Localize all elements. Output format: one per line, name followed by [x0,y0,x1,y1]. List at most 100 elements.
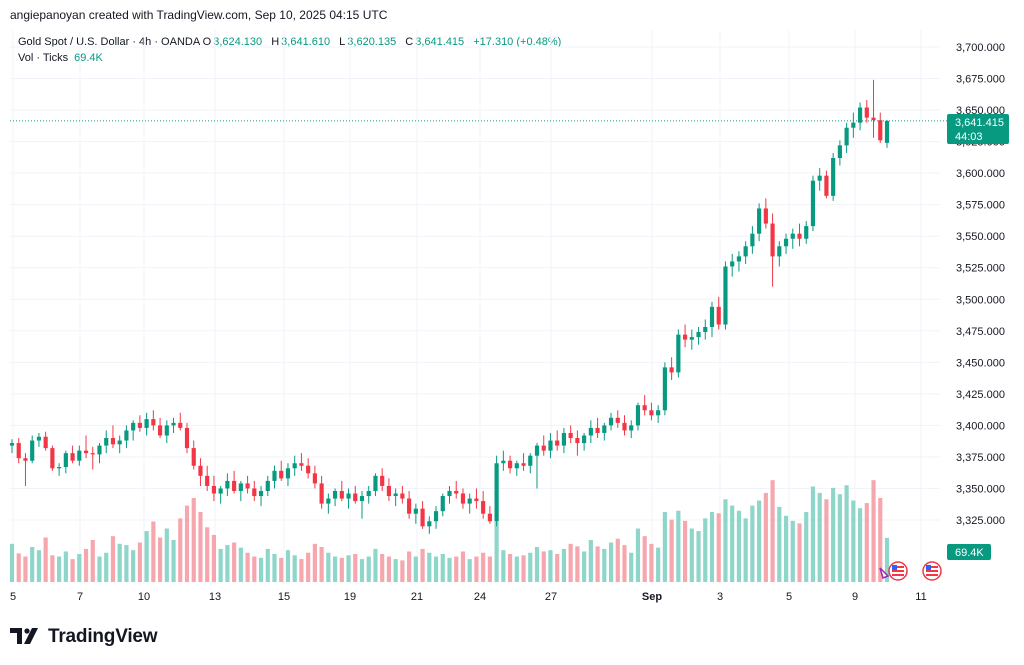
volume-bar [474,556,479,582]
candle-body [380,475,385,486]
candle-body [595,427,600,433]
high-value: 3,641.610 [281,36,331,48]
candle-body [83,450,89,454]
candle-body [844,127,849,146]
volume-bar [770,480,775,582]
candle-body [393,493,398,497]
volume-bar [312,543,317,582]
volume-bar [359,559,365,582]
candle-body [265,480,270,491]
volume-bar [521,555,526,582]
candle-body [521,463,526,466]
candle-body [30,440,35,461]
change-value: +17.310 (+0.48%) [473,36,562,48]
chart-grid [10,30,940,585]
candle-body [50,448,55,469]
volume-bar [676,510,681,582]
volume-bar [669,519,674,582]
volume-bar [205,527,210,582]
volume-bar [783,515,789,582]
price-tick-label: 3,525.000 [956,263,1005,275]
candle-body [602,425,607,433]
volume-bar [716,513,721,582]
time-tick-label: 21 [411,591,423,603]
volume-bar [292,555,297,582]
last-price-badge-bg [947,114,1009,144]
volume-bar [817,492,822,582]
volume-bar [353,554,358,582]
candle-body [43,436,48,449]
volume-bar [797,523,802,582]
candle-body [272,470,277,481]
volume-bar [878,498,883,582]
candle-body [669,367,674,373]
price-tick-label: 3,400.000 [956,420,1005,432]
volume-bar [157,537,163,582]
candle-body [831,157,836,196]
price-tick-label: 3,450.000 [956,357,1005,369]
pin-marker-icon[interactable] [879,567,890,580]
price-tick-label: 3,325.000 [956,515,1005,527]
volume-bar [602,548,607,582]
volume-bar [884,537,890,582]
candle-body [736,256,742,262]
tradingview-brand[interactable]: TradingView [10,626,158,648]
candle-body [346,493,351,499]
volume-badge-bg [947,544,991,560]
candle-body [332,490,338,499]
candle-body [312,473,317,484]
candle-body [319,483,324,504]
volume-bar [63,551,68,582]
candle-body [608,417,614,426]
volume-bar [824,499,829,582]
volume-bar [548,550,553,582]
price-tick-label: 3,500.000 [956,294,1005,306]
candle-body [238,483,243,491]
candle-body [279,470,284,479]
volume-bar [400,560,405,582]
price-chart[interactable]: 3,325.000 3,350.000 3,375.000 3,400.000 3,42… [0,0,1024,610]
volume-bar [36,550,42,582]
candle-body [433,511,439,522]
us-flag-event-icon[interactable] [922,561,942,581]
volume-bar [131,550,136,582]
candle-body [770,223,775,257]
candle-body [716,306,721,325]
volume-bar [460,551,466,582]
volume-bar [608,542,614,582]
candle-body [501,460,506,464]
volume-bar [50,555,55,582]
candle-body [211,485,217,494]
candle-body [292,463,297,469]
candle-body [366,490,371,497]
volume-bar [831,487,836,582]
legend-volume-row: Vol · Ticks 69.4K [18,50,561,66]
candle-body [232,480,237,491]
symbol-name[interactable]: Gold Spot / U.S. Dollar · 4h · OANDA [18,36,200,48]
volume-label[interactable]: Vol · Ticks [18,52,69,64]
volume-bar [662,512,667,582]
volume-bar [575,546,580,582]
volume-bar [534,547,540,582]
candle-body [36,436,42,441]
candle-body [90,453,95,455]
candle-body [353,493,358,502]
low-value: 3,620.135 [347,36,397,48]
us-flag-event-icon[interactable] [888,561,908,581]
volume-bar [164,528,169,582]
candle-body [582,435,587,444]
candle-body [245,483,250,489]
time-tick-label: 15 [278,591,290,603]
volume-bar [750,505,755,582]
candle-body [57,467,62,469]
volume-bar [568,543,573,582]
volume-bar [541,551,546,582]
volume-bar [723,499,728,582]
price-tick-label: 3,575.000 [956,200,1005,212]
volume-value: 69.4K [74,52,103,64]
volume-bar [689,528,694,582]
volume-bar [757,500,762,582]
candle-body [205,475,210,486]
volume-bar [433,556,439,582]
candle-body [810,180,816,227]
